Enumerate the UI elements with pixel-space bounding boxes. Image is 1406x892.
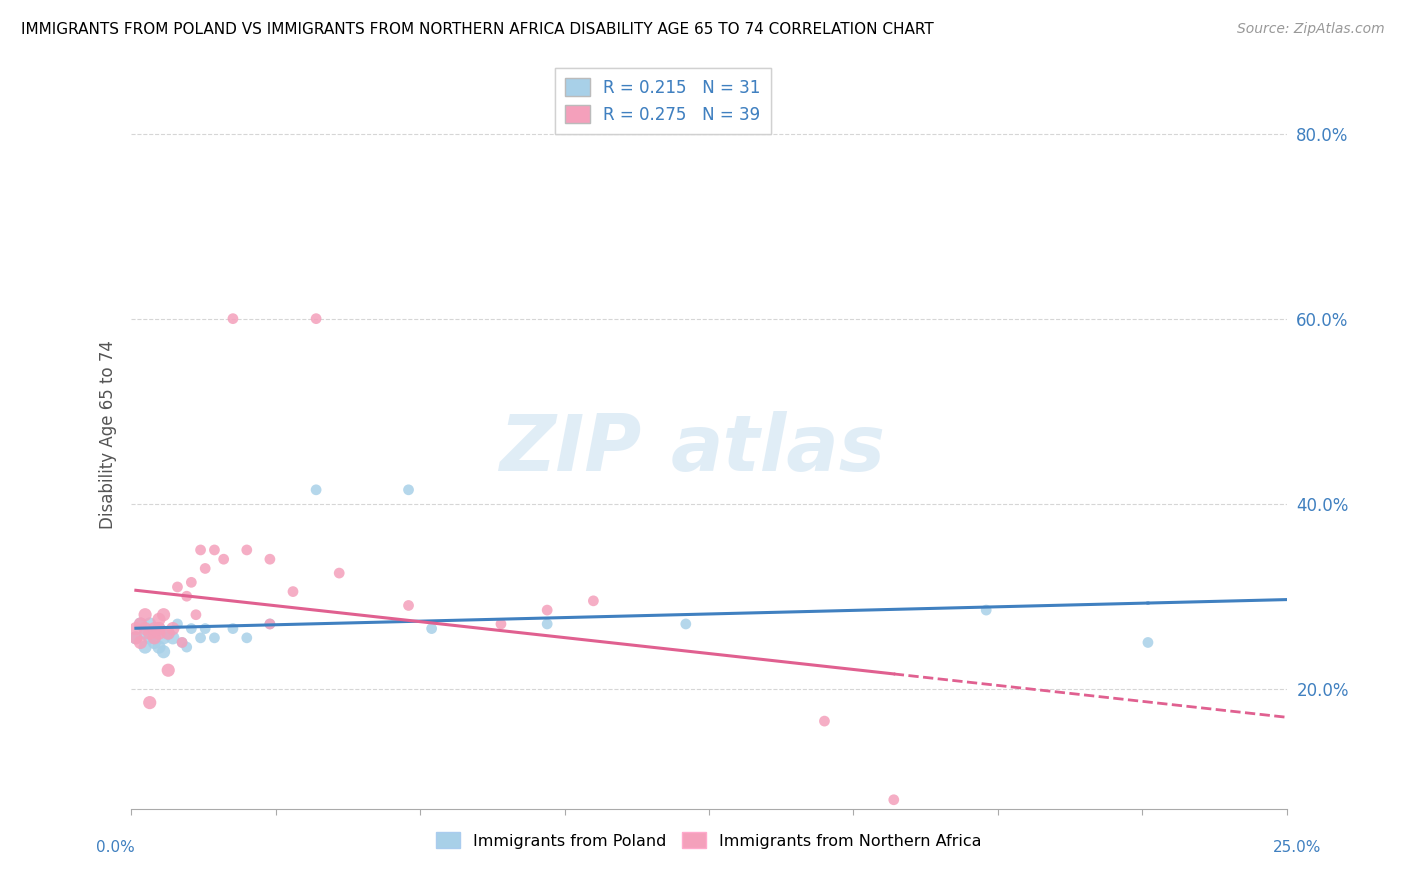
Point [125, 622, 148, 636]
Point [138, 631, 160, 645]
Point [582, 594, 605, 608]
Legend: R = 0.215   N = 31, R = 0.275   N = 39: R = 0.215 N = 31, R = 0.275 N = 39 [555, 68, 770, 134]
Point [138, 626, 160, 640]
Point [259, 617, 281, 632]
Point [143, 622, 166, 636]
Point [176, 589, 198, 603]
Point [162, 622, 184, 636]
Point [148, 640, 170, 654]
Point [180, 622, 202, 636]
Point [305, 483, 328, 497]
Point [420, 622, 443, 636]
Point [129, 617, 152, 632]
Point [148, 626, 170, 640]
Point [134, 626, 156, 640]
Point [166, 617, 188, 632]
Point [148, 612, 170, 626]
Point [398, 483, 420, 497]
Point [236, 631, 259, 645]
Point [813, 714, 835, 728]
Y-axis label: Disability Age 65 to 74: Disability Age 65 to 74 [100, 340, 117, 529]
Point [138, 696, 160, 710]
Point [190, 631, 212, 645]
Point [143, 635, 166, 649]
Point [134, 622, 156, 636]
Point [134, 607, 156, 622]
Point [148, 622, 170, 636]
Point [204, 543, 226, 558]
Point [281, 584, 304, 599]
Point [259, 617, 281, 632]
Text: Source: ZipAtlas.com: Source: ZipAtlas.com [1237, 22, 1385, 37]
Point [222, 622, 245, 636]
Point [259, 552, 281, 566]
Point [675, 617, 697, 632]
Point [152, 631, 174, 645]
Point [134, 640, 156, 654]
Point [236, 543, 259, 558]
Point [143, 631, 166, 645]
Point [129, 617, 152, 632]
Point [398, 599, 420, 613]
Point [974, 603, 997, 617]
Point [152, 607, 174, 622]
Point [180, 575, 202, 590]
Point [125, 631, 148, 645]
Point [172, 635, 194, 649]
Point [212, 552, 235, 566]
Point [129, 635, 152, 649]
Point [162, 631, 184, 645]
Point [536, 617, 558, 632]
Point [222, 311, 245, 326]
Text: ZIP: ZIP [499, 411, 641, 487]
Point [143, 626, 166, 640]
Point [1136, 635, 1159, 649]
Point [157, 626, 180, 640]
Point [194, 561, 217, 575]
Text: 25.0%: 25.0% [1274, 840, 1322, 855]
Point [305, 311, 328, 326]
Text: IMMIGRANTS FROM POLAND VS IMMIGRANTS FROM NORTHERN AFRICA DISABILITY AGE 65 TO 7: IMMIGRANTS FROM POLAND VS IMMIGRANTS FRO… [21, 22, 934, 37]
Point [152, 645, 174, 659]
Point [157, 663, 180, 677]
Point [125, 631, 148, 645]
Point [536, 603, 558, 617]
Text: 0.0%: 0.0% [96, 840, 135, 855]
Point [190, 543, 212, 558]
Point [204, 631, 226, 645]
Point [184, 607, 207, 622]
Text: atlas: atlas [671, 411, 886, 487]
Point [172, 635, 194, 649]
Point [176, 640, 198, 654]
Point [194, 622, 217, 636]
Point [489, 617, 512, 632]
Point [157, 626, 180, 640]
Point [148, 622, 170, 636]
Point [166, 580, 188, 594]
Point [883, 793, 905, 807]
Point [328, 566, 350, 580]
Point [138, 617, 160, 632]
